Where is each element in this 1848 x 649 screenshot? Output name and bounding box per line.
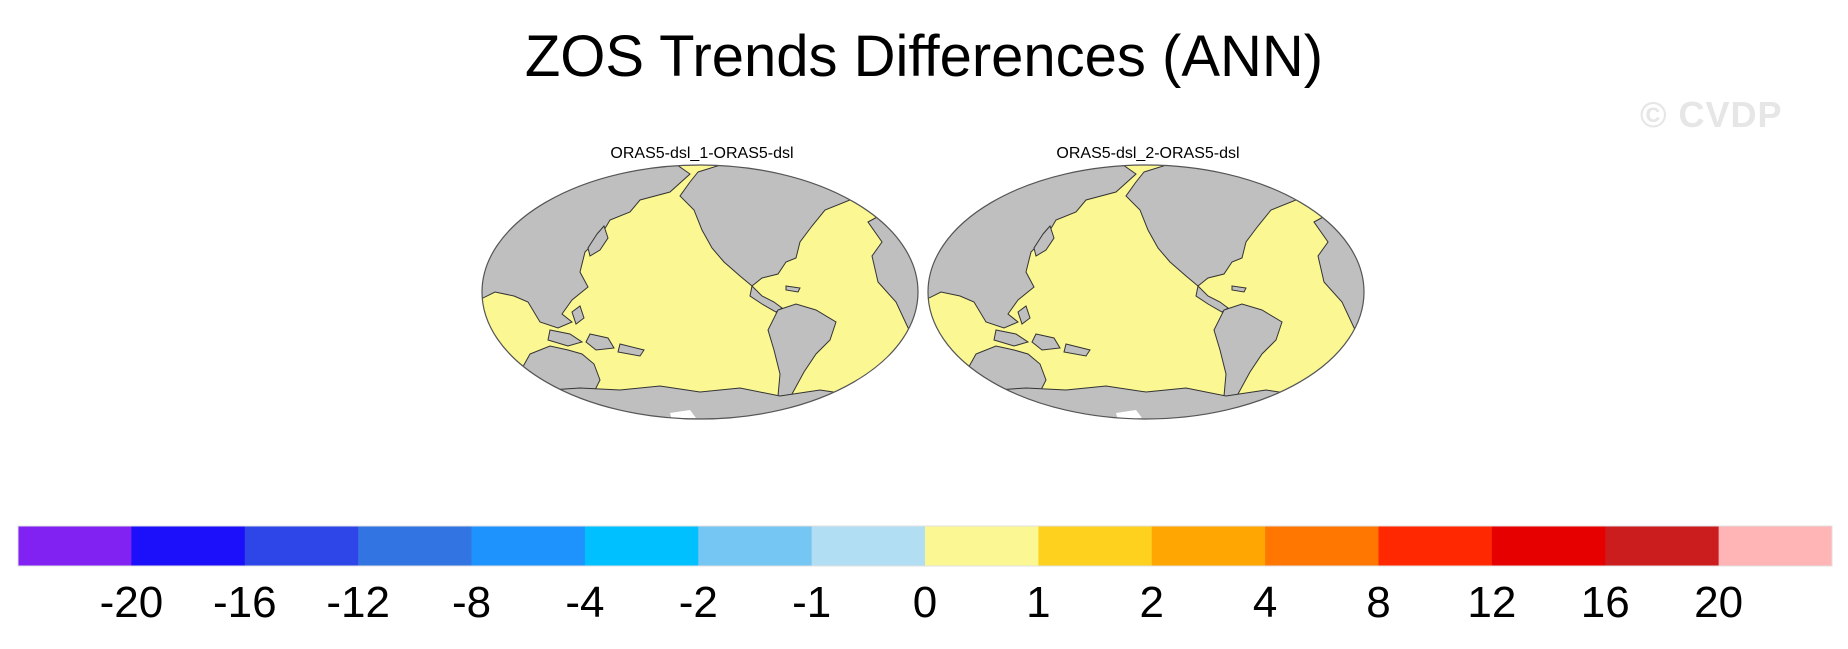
colorbar-tick-label: -16 (213, 578, 277, 627)
colorbar-box-11 (1265, 526, 1380, 566)
colorbar-box-8 (925, 526, 1039, 566)
colorbar-box-2 (244, 526, 359, 566)
colorbar-tick-label: -1 (792, 578, 831, 627)
colorbar-box-0 (18, 526, 132, 566)
colorbar-box-5 (584, 526, 699, 566)
watermark: © CVDP (1640, 94, 1783, 135)
colorbar-frame (17, 525, 1833, 567)
colorbar-box-4 (471, 526, 586, 566)
colorbar-box-14 (1605, 526, 1720, 566)
colorbar-tick-label: 1 (1026, 578, 1050, 627)
colorbar-tick-label: 4 (1253, 578, 1277, 627)
colorbar-tick-label: -8 (452, 578, 491, 627)
panel-title-1: ORAS5-dsl_1-ORAS5-dsl (610, 145, 794, 162)
map-panel-1 (481, 164, 919, 420)
colorbar-tick-label: -20 (100, 578, 164, 627)
colorbar-tick-label: 0 (913, 578, 937, 627)
colorbar-box-1 (131, 526, 246, 566)
colorbar-box-7 (811, 526, 926, 566)
colorbar-tick-label: 20 (1694, 578, 1743, 627)
colorbar-box-13 (1491, 526, 1606, 566)
colorbar-tick-label: 12 (1467, 578, 1516, 627)
colorbar-tick-label: 2 (1140, 578, 1164, 627)
colorbar-box-3 (358, 526, 473, 566)
colorbar-box-12 (1378, 526, 1493, 566)
map-panel-2 (927, 164, 1365, 420)
colorbar-box-9 (1038, 526, 1153, 566)
colorbar-box-10 (1151, 526, 1266, 566)
colorbar-tick-label: -12 (326, 578, 390, 627)
colorbar-tick-label: 8 (1366, 578, 1390, 627)
colorbar-tick-label: 16 (1581, 578, 1630, 627)
colorbar-tick-label: -4 (565, 578, 604, 627)
figure-title: ZOS Trends Differences (ANN) (524, 24, 1324, 89)
colorbar-box-6 (698, 526, 813, 566)
panel-title-2: ORAS5-dsl_2-ORAS5-dsl (1056, 145, 1240, 162)
colorbar-box-15 (1718, 526, 1833, 566)
colorbar-tick-label: -2 (679, 578, 718, 627)
